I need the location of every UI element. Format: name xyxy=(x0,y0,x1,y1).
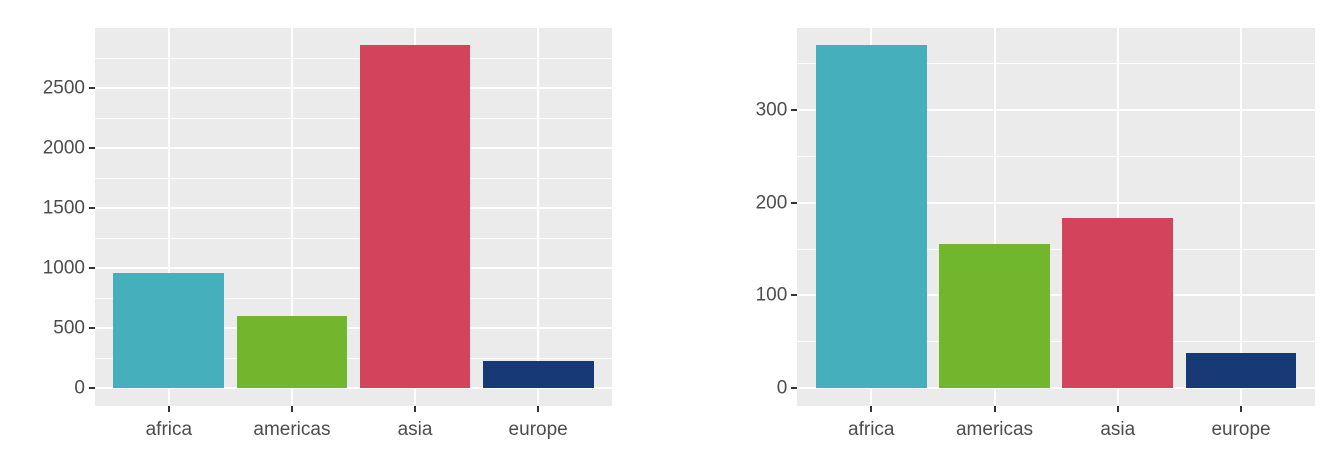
gridline-major xyxy=(95,327,612,330)
y-axis-tick xyxy=(89,327,95,330)
x-axis-tick xyxy=(1116,405,1119,412)
x-category-label: europe xyxy=(1211,418,1271,440)
y-tick-label: 0 xyxy=(74,377,85,399)
y-tick-label: 1000 xyxy=(42,257,85,279)
y-tick-label: 1500 xyxy=(42,197,85,219)
gridline-vertical xyxy=(1240,28,1243,406)
gridline-minor xyxy=(95,117,612,119)
gridline-major xyxy=(95,87,612,90)
x-axis-tick xyxy=(414,405,417,412)
x-axis-tick xyxy=(167,405,170,412)
y-axis-tick xyxy=(791,108,798,111)
gridline-major xyxy=(95,207,612,210)
y-axis-tick xyxy=(791,387,798,390)
gridline-major xyxy=(797,387,1315,390)
y-tick-label: 0 xyxy=(776,377,788,399)
bar-chart-left: 0 500 1000 1500 2000 2500 africa americas asia eu… xyxy=(42,28,612,440)
gridline-minor xyxy=(797,248,1315,250)
gridline-minor xyxy=(797,62,1315,64)
x-category-label: africa xyxy=(145,418,193,440)
gridline-major xyxy=(95,147,612,150)
x-category-label: europe xyxy=(508,418,568,440)
y-axis-tick xyxy=(89,387,95,390)
bar-chart-right: 0 100 200 300 africa americas asia europe xyxy=(672,0,1344,470)
bar-americas xyxy=(236,316,348,389)
y-axis-tick xyxy=(89,207,95,210)
y-axis-tick xyxy=(791,294,798,297)
bar-americas xyxy=(939,244,1050,389)
y-tick-label: 500 xyxy=(53,317,85,339)
gridline-vertical xyxy=(1116,28,1119,406)
gridline-minor xyxy=(797,341,1315,343)
x-axis-tick xyxy=(290,405,293,412)
x-category-label: asia xyxy=(397,418,433,440)
x-category-label: americas xyxy=(955,418,1034,440)
bar-africa xyxy=(815,44,927,389)
y-tick-label: 300 xyxy=(755,99,788,121)
x-category-label: americas xyxy=(253,418,331,440)
y-tick-label: 200 xyxy=(755,192,788,214)
x-axis-tick xyxy=(1240,405,1243,412)
y-axis-tick xyxy=(791,201,798,204)
y-tick-label: 100 xyxy=(755,284,788,306)
gridline-vertical xyxy=(290,28,293,406)
y-tick-label: 2000 xyxy=(42,137,85,159)
x-category-label: africa xyxy=(848,418,895,440)
x-axis-tick xyxy=(870,405,873,412)
gridline-minor xyxy=(95,357,612,359)
bar-europe xyxy=(1185,353,1297,389)
y-axis-tick xyxy=(89,147,95,150)
gridline-minor xyxy=(95,57,612,59)
gridline-vertical xyxy=(993,28,996,406)
gridline-minor xyxy=(797,155,1315,157)
gridline-minor xyxy=(95,177,612,179)
bar-africa xyxy=(113,273,225,389)
gridline-major xyxy=(797,108,1315,111)
bar-asia xyxy=(1062,218,1174,389)
gridline-vertical xyxy=(537,28,540,406)
y-axis-tick xyxy=(89,87,95,90)
gridline-vertical xyxy=(167,28,170,406)
bar-europe xyxy=(482,360,594,389)
x-axis-tick xyxy=(537,405,540,412)
gridline-major xyxy=(95,267,612,270)
gridline-major xyxy=(95,387,612,390)
gridline-minor xyxy=(95,237,612,239)
y-axis-tick xyxy=(89,267,95,270)
bar-asia xyxy=(359,45,471,389)
gridline-minor xyxy=(95,297,612,299)
gridline-major xyxy=(797,201,1315,204)
x-category-label: asia xyxy=(1100,418,1136,440)
y-tick-label: 2500 xyxy=(42,77,85,99)
gridline-major xyxy=(797,294,1315,297)
x-axis-tick xyxy=(993,405,996,412)
